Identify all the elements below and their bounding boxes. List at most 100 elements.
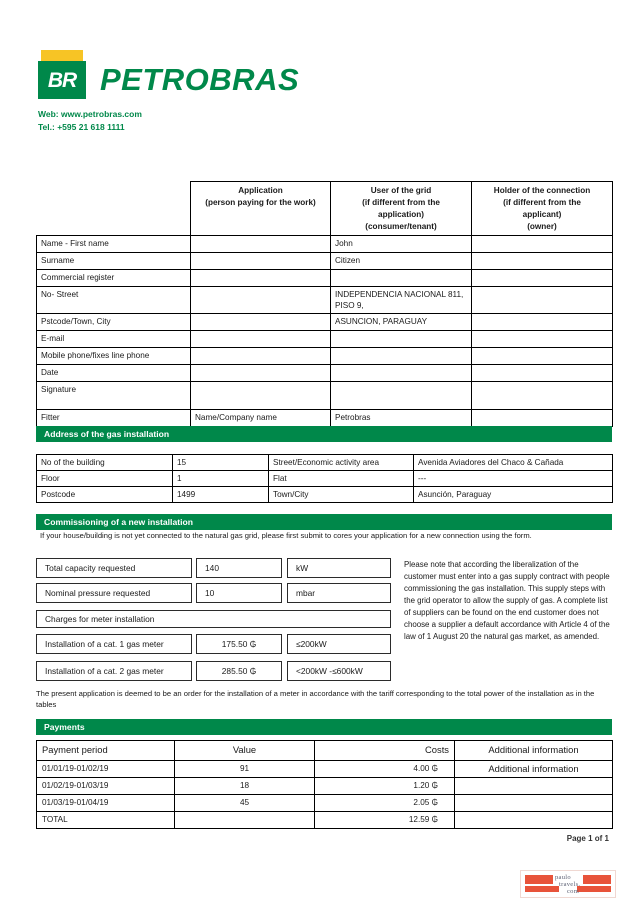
row-label: Pstcode/Town, City bbox=[36, 312, 191, 331]
row-label: Fitter bbox=[36, 408, 191, 427]
meter-cat2-label: Installation of a cat. 2 gas meter bbox=[36, 661, 192, 681]
payments-col-info: Additional information bbox=[454, 740, 613, 761]
table-row: Name - First name John bbox=[36, 234, 613, 253]
header-application: Application (person paying for the work) bbox=[190, 181, 331, 236]
cell-user[interactable] bbox=[330, 268, 472, 287]
address-key-floor: Floor bbox=[36, 470, 173, 488]
cell-application[interactable] bbox=[190, 268, 331, 287]
payments-header-row: Payment period Value Costs Additional in… bbox=[36, 740, 613, 761]
address-value-street[interactable]: Avenida Aviadores del Chaco & Cañada bbox=[413, 453, 613, 472]
total-capacity-unit: kW bbox=[287, 558, 391, 578]
row-label: E-mail bbox=[36, 329, 191, 348]
cell-application[interactable] bbox=[190, 234, 331, 253]
address-value-flat[interactable]: --- bbox=[413, 470, 613, 488]
cell-application[interactable] bbox=[190, 346, 331, 365]
section-header-payments: Payments bbox=[36, 719, 612, 735]
cell-holder[interactable] bbox=[471, 346, 613, 365]
address-value-floor[interactable]: 1 bbox=[172, 470, 269, 488]
payments-table: Payment period Value Costs Additional in… bbox=[36, 740, 613, 830]
cell-holder[interactable] bbox=[471, 285, 613, 314]
commissioning-intro-text: If your house/building is not yet connec… bbox=[40, 531, 532, 540]
cell-user[interactable]: Citizen bbox=[330, 251, 472, 270]
payment-costs: 2.05 ₲ bbox=[314, 794, 455, 813]
payments-col-value: Value bbox=[174, 740, 315, 761]
cell-application[interactable]: Name/Company name bbox=[190, 408, 331, 427]
cell-user[interactable] bbox=[330, 346, 472, 365]
header-user-of-grid: User of the grid (if different from the … bbox=[330, 181, 472, 236]
table-row: 01/02/19-01/03/19 18 1.20 ₲ bbox=[36, 777, 613, 796]
cell-holder[interactable] bbox=[471, 268, 613, 287]
header-user-line2: (if different from the bbox=[362, 197, 440, 207]
payments-col-period: Payment period bbox=[36, 740, 175, 761]
cell-holder[interactable] bbox=[471, 329, 613, 348]
payment-value[interactable]: 91 bbox=[174, 759, 315, 779]
cell-holder[interactable] bbox=[471, 408, 613, 427]
cell-application[interactable] bbox=[190, 380, 331, 410]
address-value-town[interactable]: Asunción, Paraguay bbox=[413, 486, 613, 504]
cell-application[interactable] bbox=[190, 285, 331, 314]
table-row: 01/03/19-01/04/19 45 2.05 ₲ bbox=[36, 794, 613, 813]
petrobras-logo: BR PETROBRAS bbox=[38, 50, 438, 99]
address-table: No of the building 15 Street/Economic ac… bbox=[36, 453, 613, 504]
cell-user[interactable] bbox=[330, 380, 472, 410]
header-corner-cell bbox=[37, 182, 191, 236]
table-row: Pstcode/Town, City ASUNCION, PARAGUAY bbox=[36, 312, 613, 331]
cell-application[interactable] bbox=[190, 363, 331, 382]
cell-holder[interactable] bbox=[471, 363, 613, 382]
cell-user[interactable] bbox=[330, 329, 472, 348]
payment-info[interactable] bbox=[454, 777, 613, 796]
cell-user[interactable]: Petrobras bbox=[330, 408, 472, 427]
address-value-postcode[interactable]: 1499 bbox=[172, 486, 269, 504]
meter-cat2-range: <200kW -≤600kW bbox=[287, 661, 391, 681]
cell-user[interactable] bbox=[330, 363, 472, 382]
address-table-wrapper: No of the building 15 Street/Economic ac… bbox=[36, 453, 613, 504]
payment-period: 01/02/19-01/03/19 bbox=[36, 777, 175, 796]
payment-value[interactable]: 45 bbox=[174, 794, 315, 813]
row-label: Name - First name bbox=[36, 234, 191, 253]
cell-user[interactable]: INDEPENDENCIA NACIONAL 811, PISO 9, bbox=[330, 285, 472, 314]
header-holder-of-connection: Holder of the connection (if different f… bbox=[471, 181, 613, 236]
payment-value[interactable]: 18 bbox=[174, 777, 315, 796]
payment-costs: 1.20 ₲ bbox=[314, 777, 455, 796]
table-row: Fitter Name/Company name Petrobras bbox=[36, 408, 613, 427]
liberalization-note: Please note that according the liberaliz… bbox=[404, 560, 610, 642]
watermark-bar-left-bottom bbox=[525, 886, 559, 892]
header-holder-line1: Holder of the connection bbox=[493, 186, 591, 195]
address-key-postcode: Postcode bbox=[36, 486, 173, 504]
table-row: No- Street INDEPENDENCIA NACIONAL 811, P… bbox=[36, 285, 613, 314]
cell-application[interactable] bbox=[190, 312, 331, 331]
table-row: 01/01/19-01/02/19 91 4.00 ₲ Additional i… bbox=[36, 759, 613, 779]
cell-holder[interactable] bbox=[471, 251, 613, 270]
header-application-line2: (person paying for the work) bbox=[205, 197, 316, 207]
meter-order-footnote: The present application is deemed to be … bbox=[36, 689, 595, 710]
watermark-text-line1: paulo bbox=[555, 874, 571, 881]
cell-user[interactable]: John bbox=[330, 234, 472, 253]
cell-holder[interactable] bbox=[471, 380, 613, 410]
cell-holder[interactable] bbox=[471, 312, 613, 331]
header-user-line1: User of the grid bbox=[370, 186, 432, 195]
payment-info[interactable] bbox=[454, 794, 613, 813]
applicant-table: Application (person paying for the work)… bbox=[36, 181, 613, 427]
header-holder-line4: (owner) bbox=[527, 221, 557, 231]
cell-application[interactable] bbox=[190, 251, 331, 270]
header-application-line1: Application bbox=[238, 186, 283, 195]
nominal-pressure-unit: mbar bbox=[287, 583, 391, 603]
table-row: No of the building 15 Street/Economic ac… bbox=[36, 453, 613, 472]
meter-cat1-range: ≤200kW bbox=[287, 634, 391, 654]
payment-period-total: TOTAL bbox=[36, 811, 175, 830]
cell-holder[interactable] bbox=[471, 234, 613, 253]
page-number: Page 1 of 1 bbox=[566, 834, 609, 843]
payment-info[interactable]: Additional information bbox=[454, 759, 613, 779]
charges-for-meter-installation-label: Charges for meter installation bbox=[36, 610, 391, 628]
cell-user[interactable]: ASUNCION, PARAGUAY bbox=[330, 312, 472, 331]
logo-br-text: BR bbox=[47, 68, 77, 92]
nominal-pressure-value[interactable]: 10 bbox=[196, 583, 282, 603]
payment-value-total bbox=[174, 811, 315, 830]
address-value-building[interactable]: 15 bbox=[172, 453, 269, 472]
applicant-table-wrapper: Application (person paying for the work)… bbox=[36, 181, 613, 427]
cell-application[interactable] bbox=[190, 329, 331, 348]
total-capacity-value[interactable]: 140 bbox=[196, 558, 282, 578]
watermark-bar-left-top bbox=[525, 875, 553, 884]
section-header-address: Address of the gas installation bbox=[36, 426, 612, 442]
